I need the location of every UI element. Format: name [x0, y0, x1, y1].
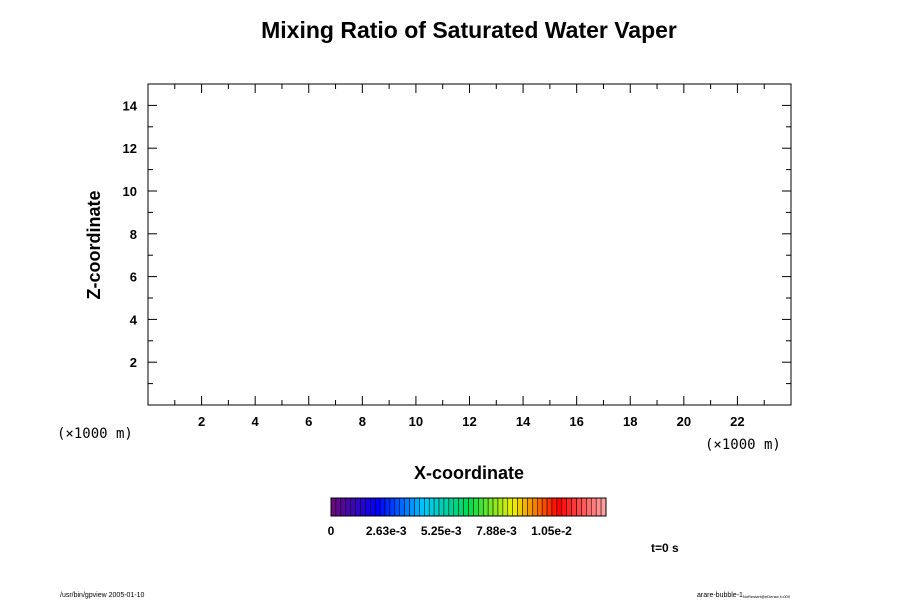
colorbar-cell: [551, 497, 558, 517]
x-tick-label: 14: [516, 414, 531, 429]
colorbar-cell: [453, 497, 459, 517]
colorbar-cell: [512, 497, 518, 517]
colorbar-cell: [571, 497, 577, 517]
colorbar-cell: [414, 497, 420, 517]
footer-run-sub: NoRestart@eDense,t=000: [743, 594, 791, 599]
colorbar-cell: [360, 497, 366, 517]
colorbar-cell: [330, 497, 337, 517]
colorbar-cell: [591, 497, 597, 517]
y-tick-label: 12: [123, 141, 137, 156]
colorbar-cell: [566, 497, 572, 517]
footer-run-name: arare-bubble-1NoRestart@eDense,t=000: [697, 592, 791, 599]
colorbar-cell: [468, 497, 474, 517]
x-tick-label: 6: [305, 414, 312, 429]
colorbar-cell: [600, 497, 607, 517]
y-scale-label: (×1000 m): [57, 426, 133, 442]
colorbar-cell: [335, 497, 342, 517]
colorbar-cell: [379, 497, 386, 517]
colorbar-cell: [517, 497, 523, 517]
footer-run-main: arare-bubble-1: [697, 592, 743, 599]
colorbar-cell: [424, 497, 430, 517]
colorbar-cell: [507, 497, 513, 517]
y-tick-label: 6: [130, 270, 137, 285]
colorbar-cell: [409, 497, 415, 517]
colorbar-cell: [355, 497, 361, 517]
colorbar-cell: [586, 497, 592, 517]
colorbar-cell: [527, 497, 533, 517]
colorbar-cell: [448, 497, 455, 517]
minor-ticks: [148, 84, 791, 405]
colorbar-tick-label: 5.25e-3: [421, 524, 462, 538]
colorbar-cell: [463, 497, 469, 517]
x-tick-label: 8: [359, 414, 366, 429]
x-tick-label: 10: [409, 414, 423, 429]
colorbar-cell: [595, 497, 602, 517]
colorbar-tick-label: 1.05e-2: [531, 524, 572, 538]
colorbar-cell: [581, 497, 587, 517]
y-axis-ticks: 2 4 6 8 10 12 14: [123, 98, 791, 370]
x-tick-label: 20: [677, 414, 691, 429]
colorbar-cell: [370, 497, 376, 517]
colorbar-cell: [419, 497, 425, 517]
x-axis-ticks: 2 4 6 8 10 12 14 16 18 20 22: [198, 84, 745, 429]
colorbar-tick-label: 2.63e-3: [366, 524, 407, 538]
x-axis-label: X-coordinate: [414, 463, 524, 483]
colorbar-cell: [438, 497, 445, 517]
colorbar-cell: [428, 497, 435, 517]
colorbar-cell: [384, 497, 391, 517]
colorbar-frame: [330, 497, 607, 517]
colorbar-cell: [458, 497, 464, 517]
colorbar-cell: [345, 497, 351, 517]
colorbar-cell: [399, 497, 405, 517]
y-tick-label: 2: [130, 355, 137, 370]
chart-title: Mixing Ratio of Saturated Water Vaper: [261, 17, 677, 43]
x-tick-label: 4: [252, 414, 260, 429]
colorbar-cell: [374, 497, 381, 517]
colorbar-cell: [487, 497, 494, 517]
colorbar-cell: [433, 497, 440, 517]
y-axis-label: Z-coordinate: [84, 190, 104, 299]
colorbar-cell: [350, 497, 356, 517]
colorbar-cell: [537, 497, 543, 517]
colorbar-tick-label: 0: [328, 524, 335, 538]
colorbar-tick-labels: 0 2.63e-3 5.25e-3 7.88e-3 1.05e-2: [328, 524, 572, 538]
x-tick-label: 22: [730, 414, 744, 429]
time-label: t=0 s: [651, 541, 679, 555]
colorbar-cell: [576, 497, 582, 517]
colorbar-cell: [389, 497, 396, 517]
x-tick-label: 18: [623, 414, 637, 429]
colorbar-cell: [404, 497, 410, 517]
x-tick-label: 2: [198, 414, 205, 429]
colorbar-cell: [478, 497, 484, 517]
x-tick-label: 16: [569, 414, 583, 429]
colorbar-cell: [502, 497, 509, 517]
y-tick-label: 8: [130, 227, 137, 242]
colorbar-cell: [497, 497, 504, 517]
colorbar-tick-label: 7.88e-3: [476, 524, 517, 538]
y-tick-label: 10: [123, 184, 137, 199]
colorbar-cell: [365, 497, 371, 517]
x-scale-label: (×1000 m): [705, 437, 781, 453]
colorbar-cell: [473, 497, 479, 517]
footer-command: /usr/bin/gpview 2005-01-10: [60, 592, 145, 599]
colorbar-cell: [443, 497, 450, 517]
colorbar: [330, 497, 607, 517]
colorbar-cell: [522, 497, 528, 517]
colorbar-cell: [561, 497, 567, 517]
colorbar-cell: [532, 497, 538, 517]
colorbar-cell: [482, 497, 489, 517]
colorbar-cell: [394, 497, 401, 517]
colorbar-cell: [340, 497, 346, 517]
colorbar-cell: [556, 497, 563, 517]
colorbar-cell: [546, 497, 553, 517]
y-tick-label: 4: [130, 312, 138, 327]
colorbar-cell: [492, 497, 499, 517]
y-tick-label: 14: [123, 98, 138, 113]
x-tick-label: 12: [462, 414, 476, 429]
plot-area: [147, 83, 792, 406]
colorbar-cell: [541, 497, 548, 517]
